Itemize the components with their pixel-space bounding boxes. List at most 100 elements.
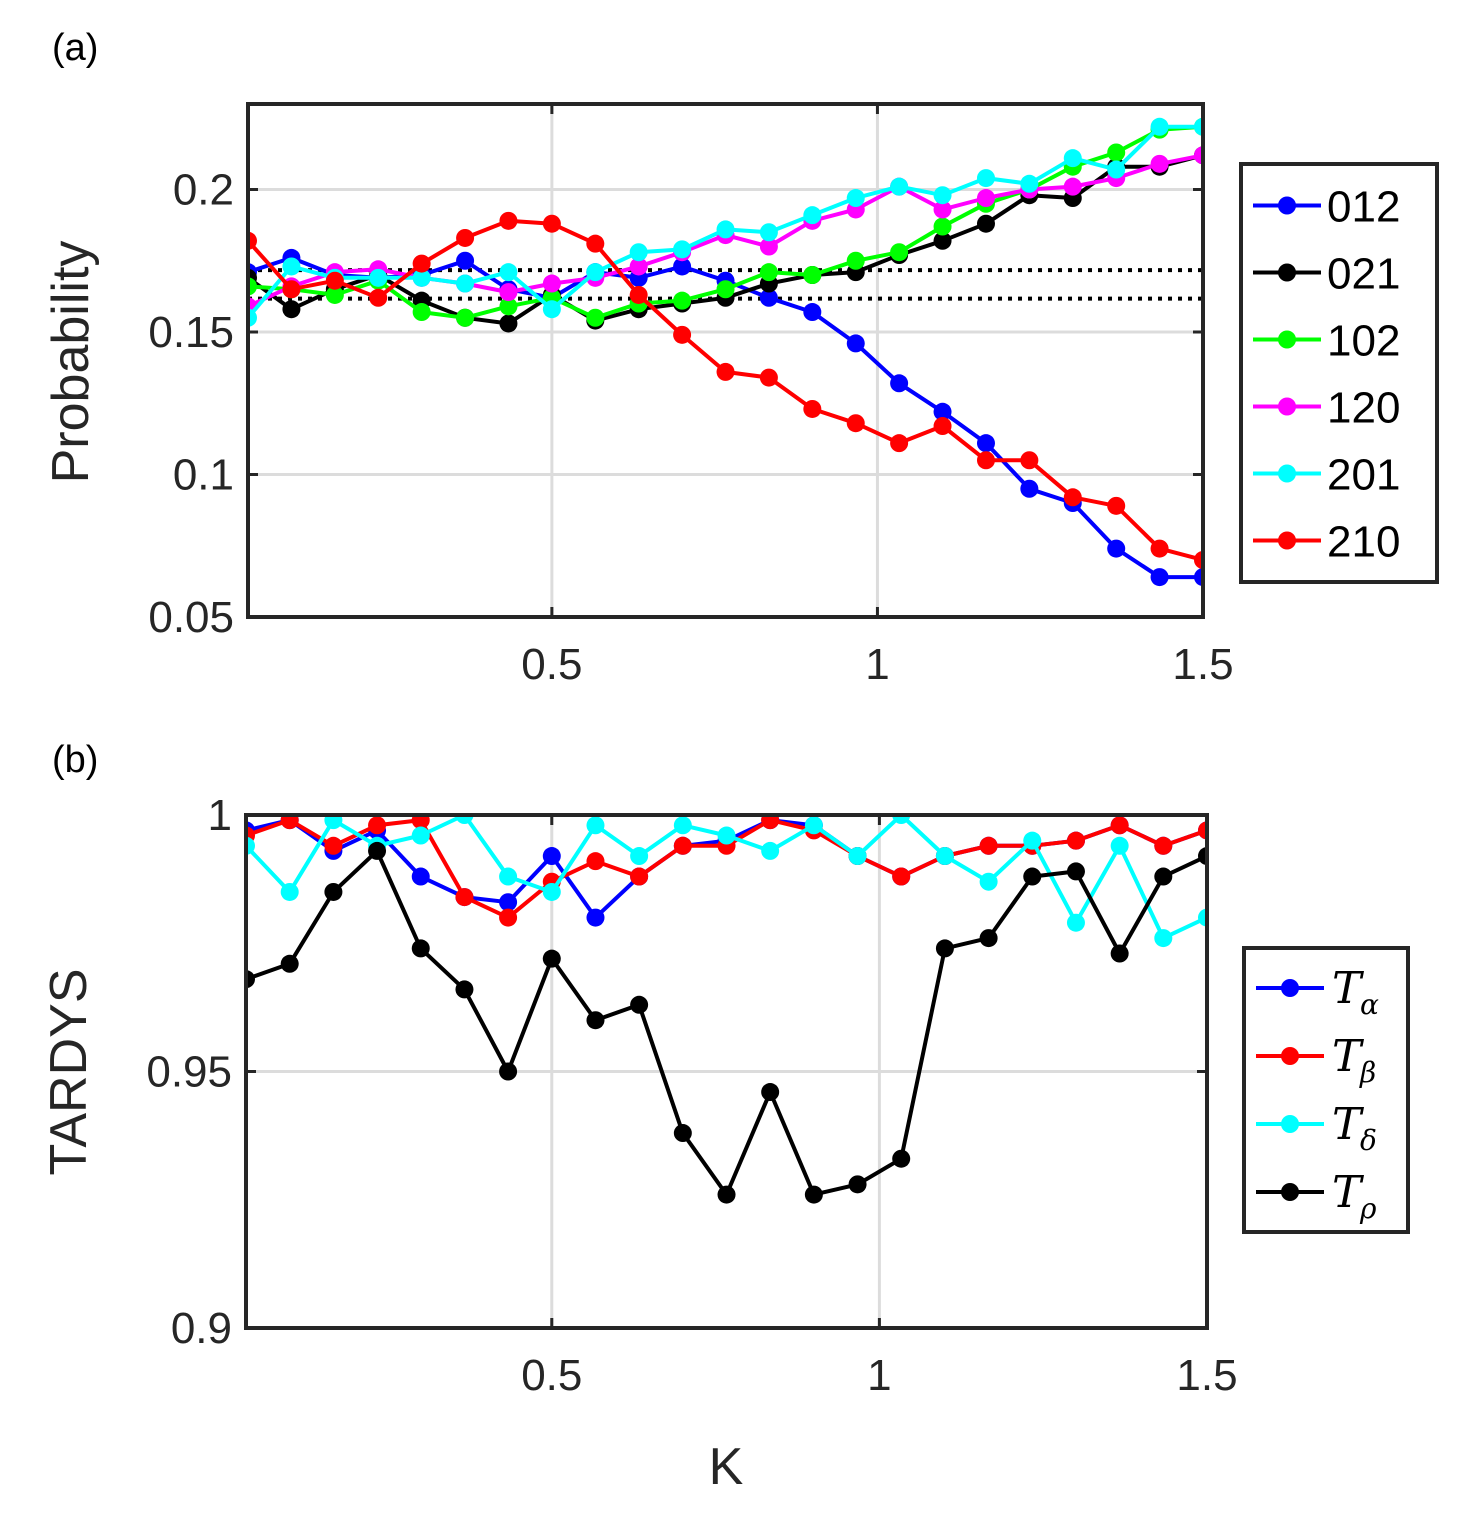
a-series-1-point-17 bbox=[976, 214, 995, 233]
a-legend-label-1: 021 bbox=[1327, 250, 1400, 299]
a-series-4-point-12 bbox=[759, 223, 778, 242]
b-series-2-point-11 bbox=[717, 826, 736, 845]
a-ytick-label-2: 0.15 bbox=[148, 308, 234, 357]
a-series-0-point-17 bbox=[976, 434, 995, 453]
a-series-0-point-16 bbox=[933, 402, 952, 421]
a-series-5-point-8 bbox=[586, 234, 605, 253]
panel-b-series bbox=[246, 815, 1207, 1204]
a-series-4-point-3 bbox=[369, 268, 388, 287]
b-series-1-point-19 bbox=[1066, 831, 1085, 850]
a-xtick-label-0: 0.5 bbox=[521, 640, 582, 689]
a-series-5-point-14 bbox=[846, 414, 865, 433]
b-series-1-point-5 bbox=[455, 888, 474, 907]
b-legend-label-1: T bbox=[1332, 1031, 1365, 1082]
b-series-3-point-21 bbox=[1154, 867, 1173, 886]
b-series-1-point-9 bbox=[630, 867, 649, 886]
a-series-5 bbox=[248, 211, 1203, 569]
b-series-3-point-14 bbox=[848, 1175, 867, 1194]
b-series-2-point-9 bbox=[630, 847, 649, 866]
a-xtick-label-1: 1 bbox=[865, 640, 889, 689]
panel-a: (a) 0.5 1 1.5 0.05 0.1 0.15 0.2 Probability 01… bbox=[42, 27, 1439, 689]
b-series-2-point-16 bbox=[935, 847, 954, 866]
b-series-3 bbox=[246, 841, 1207, 1204]
b-series-2-point-4 bbox=[411, 826, 430, 845]
b-series-2-point-20 bbox=[1110, 836, 1129, 855]
b-series-3-point-20 bbox=[1110, 944, 1129, 963]
b-series-3-point-11 bbox=[717, 1185, 736, 1204]
b-series-3-line bbox=[246, 848, 1207, 1197]
a-series-0-point-14 bbox=[846, 334, 865, 353]
panel-a-label: (a) bbox=[52, 27, 98, 69]
a-series-5-point-16 bbox=[933, 417, 952, 436]
a-series-4-point-16 bbox=[933, 186, 952, 205]
a-series-5-point-15 bbox=[890, 434, 909, 453]
a-legend-label-5: 210 bbox=[1327, 518, 1400, 567]
b-series-2-point-1 bbox=[280, 882, 299, 901]
b-series-3-point-3 bbox=[368, 841, 387, 860]
b-series-1-point-12 bbox=[761, 815, 780, 830]
b-legend-marker-3 bbox=[1281, 1183, 1299, 1201]
b-series-1-point-4 bbox=[411, 815, 430, 830]
a-ytick-label-3: 0.2 bbox=[173, 166, 234, 215]
a-series-5-point-11 bbox=[716, 362, 735, 381]
panel-a-legend: 012 021 102 120 201 210 bbox=[1239, 162, 1439, 584]
a-legend-label-2: 102 bbox=[1327, 317, 1400, 366]
a-series-3-point-22 bbox=[1194, 146, 1203, 165]
b-series-0-point-6 bbox=[499, 893, 518, 912]
b-series-2-point-13 bbox=[804, 816, 823, 835]
a-series-4-point-8 bbox=[586, 263, 605, 282]
b-series-1-point-15 bbox=[892, 867, 911, 886]
b-series-3-point-13 bbox=[804, 1185, 823, 1204]
a-series-2-point-10 bbox=[673, 291, 692, 310]
b-series-3-point-8 bbox=[586, 1011, 605, 1030]
panel-a-ticks: 0.5 1 1.5 0.05 0.1 0.15 0.2 bbox=[148, 104, 1234, 689]
a-series-5-point-4 bbox=[412, 254, 431, 273]
a-series-5-point-2 bbox=[325, 271, 344, 290]
a-series-2-point-14 bbox=[846, 251, 865, 270]
a-series-4-point-9 bbox=[629, 243, 648, 262]
a-series-2-point-20 bbox=[1107, 143, 1126, 162]
a-series-3-point-7 bbox=[542, 274, 561, 293]
b-series-0-point-8 bbox=[586, 908, 605, 927]
a-series-5-point-1 bbox=[282, 280, 301, 299]
a-series-5-point-10 bbox=[673, 325, 692, 344]
b-series-2-point-21 bbox=[1154, 929, 1173, 948]
b-series-3-point-22 bbox=[1198, 847, 1207, 866]
a-series-5-point-12 bbox=[759, 368, 778, 387]
a-series-2-point-0 bbox=[248, 277, 257, 296]
a-series-0-point-20 bbox=[1107, 539, 1126, 558]
b-xtick-label-0: 0.5 bbox=[521, 1351, 582, 1400]
b-series-2-point-7 bbox=[542, 882, 561, 901]
b-series-3-point-10 bbox=[673, 1124, 692, 1143]
b-series-1-point-6 bbox=[499, 908, 518, 927]
b-series-1-point-20 bbox=[1110, 816, 1129, 835]
a-series-4-point-10 bbox=[673, 240, 692, 259]
a-legend-label-3: 120 bbox=[1327, 384, 1400, 433]
b-series-2-point-10 bbox=[673, 816, 692, 835]
b-legend-subscript-2: δ bbox=[1360, 1124, 1377, 1157]
a-series-5-point-0 bbox=[248, 231, 257, 250]
a-series-4-point-5 bbox=[456, 274, 475, 293]
a-series-3-point-12 bbox=[759, 237, 778, 256]
b-series-1-point-3 bbox=[368, 816, 387, 835]
a-xtick-label-2: 1.5 bbox=[1172, 640, 1233, 689]
a-series-4-point-4 bbox=[412, 268, 431, 287]
a-series-0-point-5 bbox=[456, 251, 475, 270]
b-series-3-point-16 bbox=[935, 939, 954, 958]
b-legend-label-2: T bbox=[1332, 1099, 1365, 1150]
b-series-3-point-9 bbox=[630, 995, 649, 1014]
a-series-3-point-6 bbox=[499, 283, 518, 302]
b-legend-box bbox=[1242, 946, 1410, 1234]
a-series-4-point-11 bbox=[716, 220, 735, 239]
b-series-3-point-4 bbox=[411, 939, 430, 958]
b-xtick-label-2: 1.5 bbox=[1176, 1351, 1237, 1400]
a-series-0-point-10 bbox=[673, 257, 692, 276]
b-legend-marker-1 bbox=[1281, 1047, 1299, 1065]
a-series-5-point-7 bbox=[542, 214, 561, 233]
b-series-3-point-12 bbox=[761, 1083, 780, 1102]
b-series-2-point-2 bbox=[324, 815, 343, 830]
a-ytick-label-1: 0.1 bbox=[173, 451, 234, 500]
a-series-2-point-4 bbox=[412, 303, 431, 322]
a-series-5-point-17 bbox=[976, 451, 995, 470]
